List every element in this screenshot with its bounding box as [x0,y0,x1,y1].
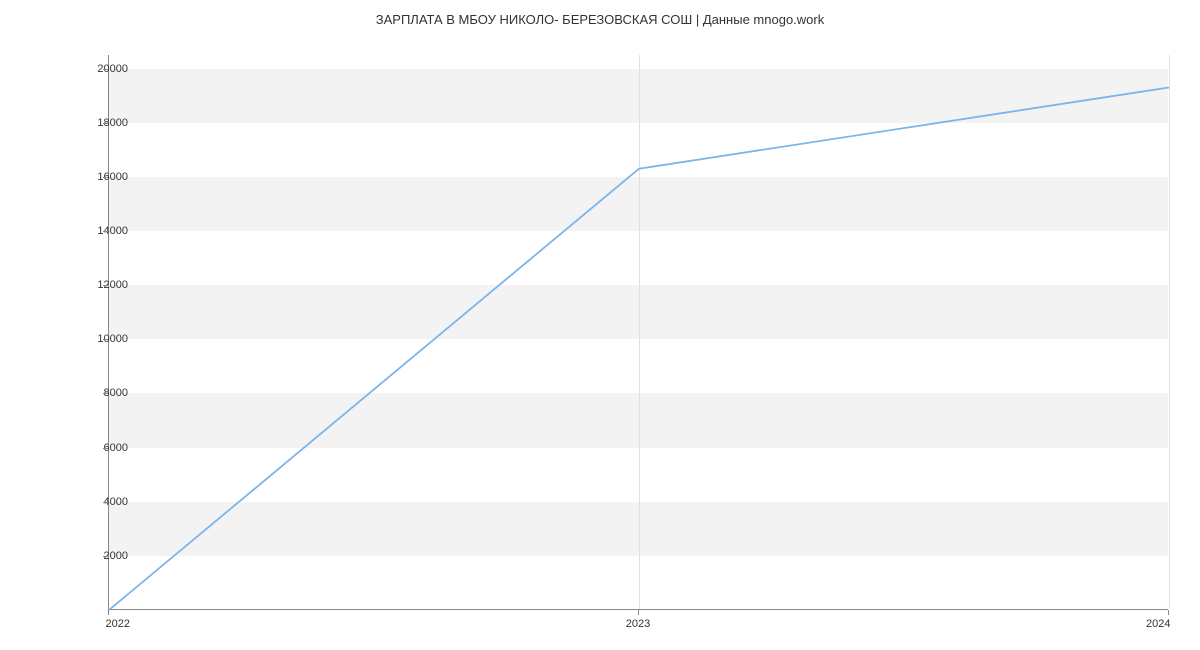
y-tick-label: 14000 [97,225,128,237]
y-tick-label: 12000 [97,279,128,291]
x-tick-label: 2023 [626,618,650,630]
y-tick-label: 16000 [97,171,128,183]
y-tick-label: 20000 [97,63,128,75]
y-tick-label: 10000 [97,333,128,345]
line-chart-svg [109,55,1168,609]
chart-container [108,55,1168,610]
data-series-line [109,87,1169,610]
x-tick-label: 2024 [1146,618,1170,630]
plot-area [108,55,1168,610]
y-tick-label: 18000 [97,117,128,129]
chart-title: ЗАРПЛАТА В МБОУ НИКОЛО- БЕРЕЗОВСКАЯ СОШ … [0,0,1200,27]
x-tick-label: 2022 [106,618,130,630]
